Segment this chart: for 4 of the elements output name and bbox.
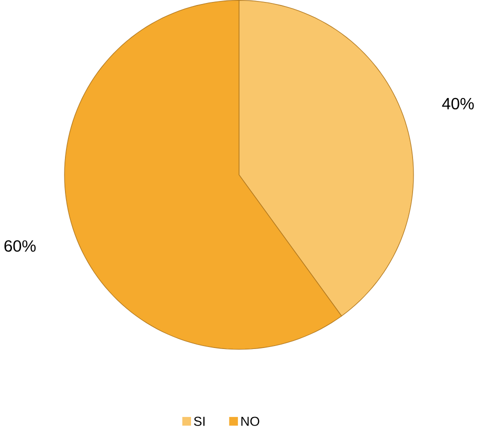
data-label: 60% (4, 240, 36, 252)
data-label: 40% (442, 98, 474, 110)
legend-label: NO (241, 416, 260, 426)
legend-label: SI (194, 416, 205, 426)
